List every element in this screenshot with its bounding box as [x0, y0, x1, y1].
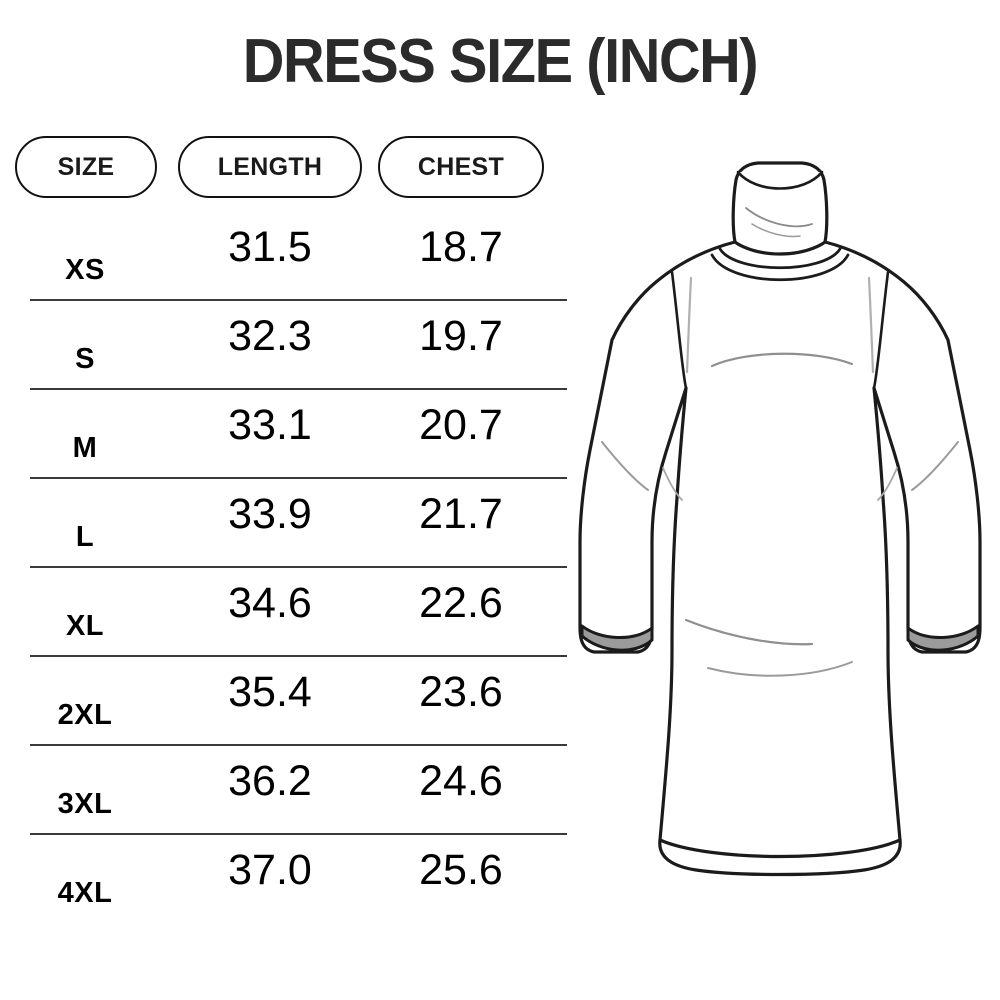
cell-chest: 24.6	[419, 757, 503, 805]
elbow-fold-right	[911, 441, 959, 491]
cell-length: 37.0	[228, 846, 312, 894]
table-row: XS 31.5 18.7	[0, 210, 580, 299]
cuff-opening-right	[906, 624, 980, 652]
table-row: XL 34.6 22.6	[0, 566, 580, 655]
cell-size: 2XL	[57, 699, 113, 731]
cell-chest: 21.7	[419, 490, 503, 538]
table-row: S 32.3 19.7	[0, 299, 580, 388]
table-row: 2XL 35.4 23.6	[0, 655, 580, 744]
table-row: 3XL 36.2 24.6	[0, 744, 580, 833]
cell-chest: 25.6	[419, 846, 503, 894]
table-row: M 33.1 20.7	[0, 388, 580, 477]
collar-fold-line-1	[745, 207, 813, 228]
size-chart-table: SIZE LENGTH CHEST XS 31.5 18.7 S 32.3 19…	[0, 130, 580, 940]
column-header-size-label: SIZE	[57, 152, 115, 181]
cell-length: 35.4	[228, 668, 312, 716]
table-header-row: SIZE LENGTH CHEST	[0, 130, 580, 204]
column-header-size: SIZE	[15, 136, 157, 198]
table-body: XS 31.5 18.7 S 32.3 19.7 M 33.1 20.7 L 3…	[0, 210, 580, 922]
armhole-shade-left	[685, 276, 693, 374]
cell-length: 36.2	[228, 757, 312, 805]
cell-chest: 22.6	[419, 579, 503, 627]
underarm-fold-right	[877, 467, 898, 501]
table-row: L 33.9 21.7	[0, 477, 580, 566]
page-title: DRESS SIZE (INCH)	[242, 27, 759, 96]
dress-body-outline	[578, 240, 982, 877]
cell-length: 32.3	[228, 312, 312, 360]
collar-fold-line-2	[751, 223, 801, 238]
cell-length: 33.9	[228, 490, 312, 538]
column-header-length-label: LENGTH	[217, 152, 323, 181]
cell-size: S	[75, 343, 95, 375]
armhole-shade-right	[867, 276, 875, 374]
cell-size: XS	[65, 254, 105, 286]
cell-length: 31.5	[228, 223, 312, 271]
table-row: 4XL 37.0 25.6	[0, 833, 580, 922]
cell-chest: 18.7	[419, 223, 503, 271]
cell-length: 33.1	[228, 401, 312, 449]
cell-chest: 19.7	[419, 312, 503, 360]
cell-size: M	[72, 432, 98, 464]
chest-fold-line	[710, 352, 854, 368]
cell-chest: 20.7	[419, 401, 503, 449]
elbow-fold-left	[601, 441, 649, 491]
cell-size: 3XL	[57, 788, 113, 820]
cell-size: XL	[65, 610, 105, 642]
column-header-chest-label: CHEST	[417, 152, 505, 181]
cell-chest: 23.6	[419, 668, 503, 716]
shoulder-seam-right	[872, 270, 890, 390]
cell-length: 34.6	[228, 579, 312, 627]
waist-fold-line-1	[684, 618, 814, 646]
column-header-chest: CHEST	[378, 136, 544, 198]
collar-inner-opening	[736, 170, 824, 190]
cell-size: L	[75, 521, 95, 553]
cell-size: 4XL	[57, 877, 113, 909]
cuff-opening-left	[580, 624, 654, 652]
hem-edge	[658, 838, 902, 859]
dress-illustration	[560, 150, 1000, 910]
dress-technical-drawing	[578, 161, 982, 877]
waist-fold-line-2	[707, 661, 853, 677]
underarm-fold-left	[662, 467, 683, 501]
shoulder-seam-left	[670, 270, 688, 390]
neckline-seam	[710, 253, 850, 282]
collar-fold-band	[718, 247, 842, 270]
column-header-length: LENGTH	[178, 136, 362, 198]
